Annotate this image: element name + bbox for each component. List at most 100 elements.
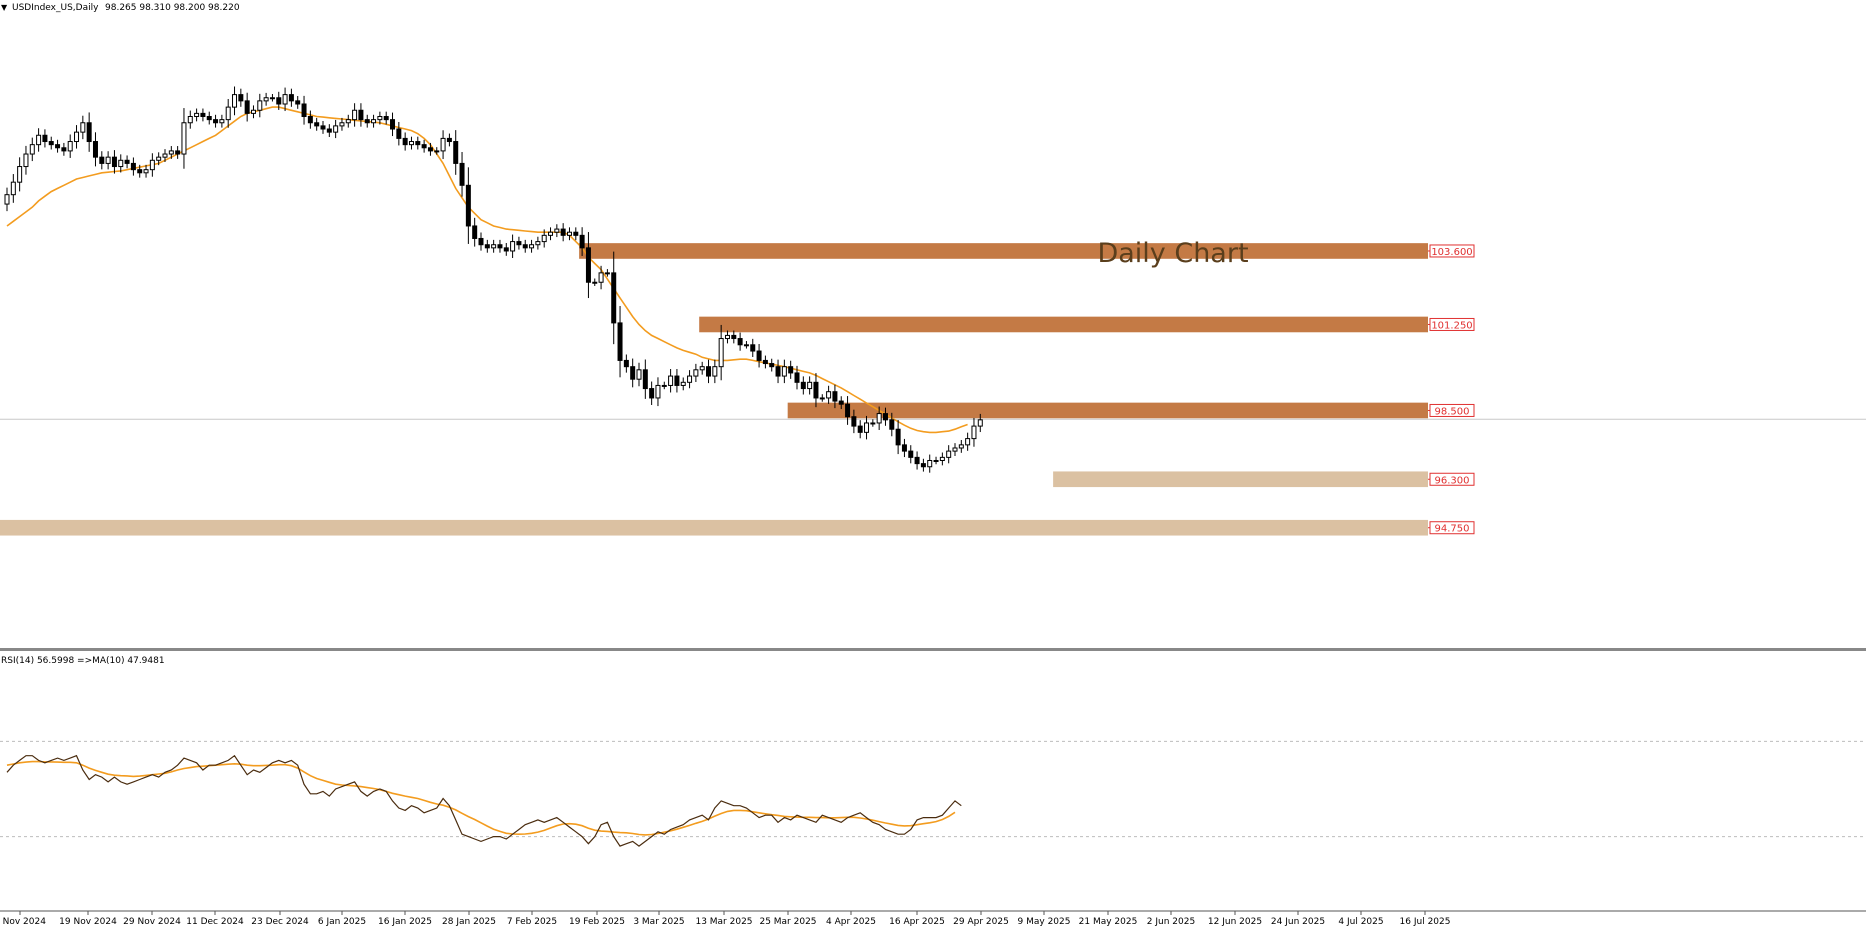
zone-band-1 <box>699 316 1428 333</box>
candle-body-down <box>737 338 743 346</box>
candle <box>731 330 737 344</box>
candle-body-down <box>908 450 914 458</box>
candle <box>958 440 964 453</box>
candle-body-down <box>762 359 768 365</box>
candle-body-down <box>61 147 67 152</box>
candle <box>895 419 901 455</box>
candle-body-up <box>10 181 16 196</box>
candle <box>225 98 231 128</box>
candle-body-up <box>118 159 124 168</box>
candle-body-down <box>478 237 484 246</box>
time-tick-label: 7 Nov 2024 <box>0 917 46 927</box>
candle <box>383 111 389 125</box>
candle <box>36 128 42 152</box>
candle <box>529 239 535 253</box>
candle-body-up <box>687 375 693 383</box>
zone-labels-layer: 103.600 101.250 98.500 96.300 94.750 <box>1428 244 1475 535</box>
ohlc-readout: 98.265 98.310 98.200 98.220 <box>105 3 240 13</box>
candle <box>699 361 705 375</box>
candle <box>800 376 806 395</box>
candle <box>585 232 591 299</box>
candle <box>781 359 787 384</box>
candle <box>826 385 832 404</box>
candle <box>42 129 48 148</box>
candle-body-up <box>655 384 661 399</box>
candle <box>503 243 509 256</box>
candle-body-down <box>358 109 364 121</box>
candle-body-up <box>510 241 516 252</box>
candle <box>927 454 933 473</box>
chart-annotation: Daily Chart <box>1097 238 1248 269</box>
candle <box>946 445 952 464</box>
candle <box>352 103 358 127</box>
candle-body-down <box>857 425 863 433</box>
candle-body-down <box>92 141 98 158</box>
candle <box>724 330 730 344</box>
candle <box>446 133 452 147</box>
zone-band-2 <box>787 402 1428 419</box>
candle <box>857 420 863 439</box>
candle <box>137 164 143 178</box>
candle-body-down <box>674 375 680 386</box>
candle <box>661 381 667 390</box>
candle <box>762 355 768 369</box>
candle-body-down <box>459 162 465 186</box>
candle <box>693 363 699 383</box>
candle-body-down <box>86 122 92 143</box>
time-tick-label: 4 Apr 2025 <box>826 917 876 927</box>
candle <box>465 167 471 244</box>
candle <box>908 445 914 464</box>
time-tick-label: 16 Jul 2025 <box>1400 917 1451 927</box>
candle-body-up <box>269 97 275 100</box>
time-tick-label: 25 Mar 2025 <box>759 917 816 927</box>
candle <box>61 142 67 156</box>
candle-body-down <box>649 388 655 399</box>
candle-body-down <box>206 116 212 121</box>
zone-label-box-1 <box>1429 317 1475 331</box>
candle <box>453 130 459 175</box>
candle <box>67 134 73 158</box>
candle <box>579 227 585 256</box>
candle-body-up <box>263 97 269 102</box>
candle-body-down <box>288 94 294 102</box>
time-tick-label: 11 Dec 2024 <box>186 917 244 927</box>
candle-body-up <box>718 338 724 368</box>
candle <box>838 396 844 410</box>
candle <box>623 354 629 373</box>
candle-body-up <box>377 116 383 121</box>
time-axis: 7 Nov 2024 19 Nov 2024 29 Nov 2024 11 Dec 2… <box>0 911 1450 927</box>
rsi-line <box>6 754 962 847</box>
candle <box>813 373 819 408</box>
candle <box>143 164 149 178</box>
time-tick-label: 29 Apr 2025 <box>953 917 1009 927</box>
pane-separator[interactable] <box>0 648 1866 651</box>
candle <box>55 139 61 153</box>
candle <box>611 251 617 345</box>
candle-body-up <box>668 375 674 386</box>
candle-body-up <box>23 153 29 168</box>
candle-body-up <box>491 244 497 249</box>
candle-body-up <box>333 125 339 133</box>
candle <box>187 110 193 129</box>
time-tick-label: 7 Feb 2025 <box>507 917 557 927</box>
candle <box>952 443 958 456</box>
candle <box>598 265 604 290</box>
candle <box>516 236 522 250</box>
zone-label-box-0 <box>1429 244 1475 258</box>
candle <box>876 406 882 431</box>
candle <box>560 223 566 242</box>
candle <box>712 359 718 384</box>
candle <box>86 112 92 152</box>
candle-body-down <box>326 128 332 133</box>
candle <box>491 239 497 253</box>
candle <box>630 358 636 388</box>
candle-body-down <box>775 366 781 377</box>
candle <box>882 407 888 426</box>
candle <box>156 152 162 166</box>
candle <box>440 130 446 160</box>
candle <box>358 103 364 127</box>
candle <box>427 142 433 156</box>
collapse-arrow-icon[interactable]: ▼ <box>1 3 8 12</box>
candle-body-up <box>168 150 174 155</box>
candle <box>282 87 288 112</box>
